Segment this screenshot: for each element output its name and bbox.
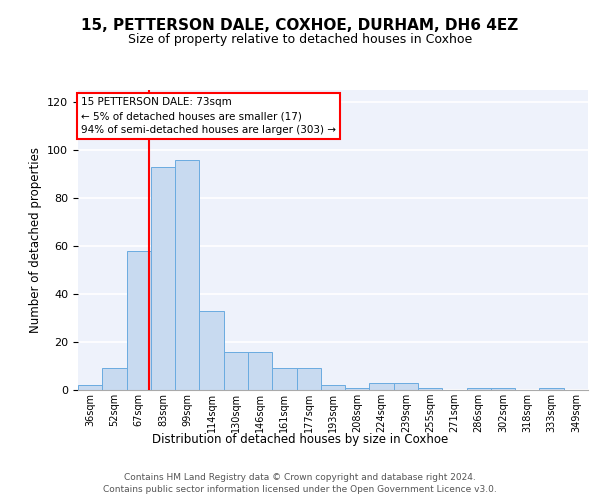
Bar (127, 251, 151, 390)
Text: Distribution of detached houses by size in Coxhoe: Distribution of detached houses by size … (152, 432, 448, 446)
Bar (102, 368, 127, 390)
Bar (175, 160, 199, 390)
Bar (224, 352, 248, 390)
Bar (345, 388, 370, 390)
Bar (199, 311, 224, 390)
Text: Contains public sector information licensed under the Open Government Licence v3: Contains public sector information licen… (103, 485, 497, 494)
Bar (370, 383, 394, 390)
Bar (491, 388, 515, 390)
Text: Contains HM Land Registry data © Crown copyright and database right 2024.: Contains HM Land Registry data © Crown c… (124, 472, 476, 482)
Bar (272, 368, 296, 390)
Text: Size of property relative to detached houses in Coxhoe: Size of property relative to detached ho… (128, 32, 472, 46)
Bar (321, 385, 345, 390)
Bar (151, 167, 175, 390)
Text: 15, PETTERSON DALE, COXHOE, DURHAM, DH6 4EZ: 15, PETTERSON DALE, COXHOE, DURHAM, DH6 … (82, 18, 518, 32)
Bar (539, 388, 564, 390)
Bar (394, 383, 418, 390)
Bar (418, 388, 442, 390)
Y-axis label: Number of detached properties: Number of detached properties (29, 147, 41, 333)
Bar (248, 352, 272, 390)
Bar (467, 388, 491, 390)
Text: 15 PETTERSON DALE: 73sqm
← 5% of detached houses are smaller (17)
94% of semi-de: 15 PETTERSON DALE: 73sqm ← 5% of detache… (81, 97, 336, 135)
Bar (296, 368, 321, 390)
Bar (78, 385, 102, 390)
